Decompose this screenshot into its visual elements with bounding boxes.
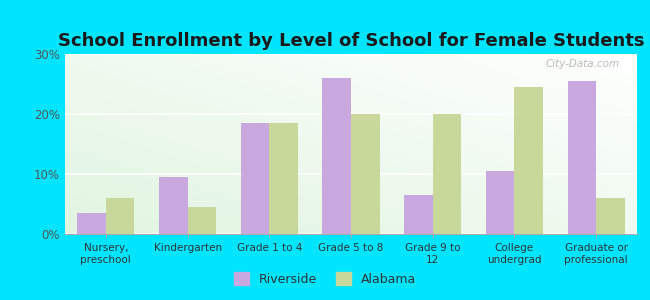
Bar [567,81,596,234]
Bar [486,171,514,234]
Bar [404,195,433,234]
Text: City-Data.com: City-Data.com [546,59,620,69]
Legend: Riverside, Alabama: Riverside, Alabama [229,267,421,291]
Bar [106,198,135,234]
Bar [322,78,351,234]
Bar [514,87,543,234]
Bar [269,123,298,234]
Bar [596,198,625,234]
Bar [188,207,216,234]
Bar [159,177,188,234]
Bar [77,213,106,234]
Bar [351,114,380,234]
Bar [240,123,269,234]
Bar [433,114,462,234]
Title: School Enrollment by Level of School for Female Students: School Enrollment by Level of School for… [58,32,644,50]
